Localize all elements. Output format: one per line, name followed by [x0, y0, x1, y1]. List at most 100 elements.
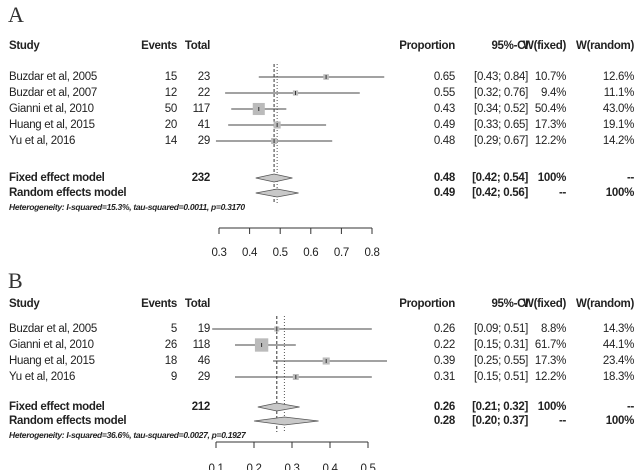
study-wrandom: 12.6%	[602, 71, 634, 83]
model-diamond	[255, 188, 299, 198]
model-diamond	[253, 416, 319, 426]
header-proportion: Proportion	[399, 298, 455, 310]
study-total: 118	[192, 339, 211, 351]
header-total: Total	[184, 40, 210, 52]
header-ci: 95%-CI	[491, 298, 528, 310]
study-total: 29	[197, 135, 211, 147]
study-proportion: 0.39	[433, 355, 455, 367]
study-wfixed: 12.2%	[534, 135, 566, 147]
study-ci: [0.32; 0.76]	[474, 87, 528, 99]
study-ci: [0.15; 0.31]	[474, 339, 528, 351]
study-events: 5	[170, 323, 177, 335]
model-diamond	[255, 173, 293, 183]
model-ci: [0.42; 0.54]	[472, 172, 528, 184]
study-proportion: 0.55	[433, 87, 455, 99]
model-label: Random effects model	[9, 187, 127, 199]
header-ci: 95%-CI	[491, 40, 528, 52]
model-wfixed: 100%	[537, 401, 567, 413]
study-total: 41	[197, 119, 211, 131]
x-tick-label: 0.6	[303, 247, 319, 259]
study-total: 22	[197, 87, 211, 99]
study-events: 26	[164, 339, 178, 351]
model-wrandom: 100%	[605, 187, 635, 199]
x-tick-label: 0.1	[208, 463, 224, 470]
model-wrandom: --	[626, 172, 634, 184]
study-name: Huang et al, 2015	[9, 355, 95, 367]
study-name: Buzdar et al, 2005	[9, 71, 97, 83]
model-diamond	[257, 402, 300, 412]
heterogeneity-note: Heterogeneity: I-squared=36.6%, tau-squa…	[9, 430, 246, 440]
study-wrandom: 18.3%	[602, 371, 634, 383]
header-total: Total	[184, 298, 210, 310]
heterogeneity-note: Heterogeneity: I-squared=15.3%, tau-squa…	[9, 202, 245, 212]
study-wrandom: 14.2%	[602, 135, 634, 147]
study-events: 14	[164, 135, 178, 147]
study-ci: [0.25; 0.55]	[474, 355, 528, 367]
study-proportion: 0.22	[433, 339, 455, 351]
study-proportion: 0.48	[433, 135, 455, 147]
study-name: Huang et al, 2015	[9, 119, 95, 131]
study-proportion: 0.65	[433, 71, 455, 83]
model-label: Fixed effect model	[9, 401, 105, 413]
study-events: 18	[164, 355, 178, 367]
study-name: Gianni et al, 2010	[9, 339, 94, 351]
x-tick-label: 0.8	[364, 247, 380, 259]
study-total: 29	[197, 371, 211, 383]
model-wfixed: 100%	[537, 172, 567, 184]
model-total: 232	[191, 172, 211, 184]
study-wfixed: 17.3%	[534, 355, 566, 367]
panel-label: B	[8, 268, 23, 293]
study-proportion: 0.31	[433, 371, 455, 383]
model-proportion: 0.26	[433, 401, 455, 413]
header-study: Study	[9, 298, 40, 310]
study-ci: [0.09; 0.51]	[474, 323, 528, 335]
header-study: Study	[9, 40, 40, 52]
study-wfixed: 61.7%	[534, 339, 566, 351]
study-proportion: 0.49	[433, 119, 455, 131]
study-wrandom: 14.3%	[602, 323, 634, 335]
model-ci: [0.20; 0.37]	[472, 415, 528, 427]
model-proportion: 0.48	[433, 172, 455, 184]
model-wfixed: --	[558, 187, 566, 199]
x-tick-label: 0.7	[333, 247, 349, 259]
study-total: 19	[197, 323, 211, 335]
x-tick-label: 0.4	[242, 247, 258, 259]
study-events: 9	[170, 371, 177, 383]
x-tick-label: 0.2	[246, 463, 262, 470]
study-wrandom: 43.0%	[602, 103, 634, 115]
study-name: Yu et al, 2016	[9, 371, 76, 383]
header-events: Events	[141, 298, 177, 310]
x-tick-label: 0.4	[322, 463, 338, 470]
study-proportion: 0.43	[433, 103, 455, 115]
study-proportion: 0.26	[433, 323, 455, 335]
study-name: Buzdar et al, 2007	[9, 87, 97, 99]
study-total: 117	[192, 103, 211, 115]
study-name: Gianni et al, 2010	[9, 103, 94, 115]
study-events: 50	[164, 103, 178, 115]
model-total: 212	[191, 401, 211, 413]
header-wfixed: W(fixed)	[523, 298, 566, 310]
panel-label: A	[8, 2, 24, 27]
study-name: Yu et al, 2016	[9, 135, 76, 147]
header-wrandom: W(random)	[576, 40, 634, 52]
study-events: 12	[164, 87, 178, 99]
model-label: Random effects model	[9, 415, 127, 427]
study-ci: [0.34; 0.52]	[474, 103, 528, 115]
model-wrandom: 100%	[605, 415, 635, 427]
model-proportion: 0.28	[433, 415, 455, 427]
study-ci: [0.29; 0.67]	[474, 135, 528, 147]
x-tick-label: 0.3	[211, 247, 227, 259]
model-wrandom: --	[626, 401, 634, 413]
header-wfixed: W(fixed)	[523, 40, 566, 52]
model-proportion: 0.49	[433, 187, 455, 199]
study-wfixed: 17.3%	[534, 119, 566, 131]
x-tick-label: 0.5	[272, 247, 288, 259]
study-wrandom: 23.4%	[602, 355, 634, 367]
study-wfixed: 9.4%	[540, 87, 566, 99]
study-wfixed: 50.4%	[534, 103, 566, 115]
model-label: Fixed effect model	[9, 172, 105, 184]
header-events: Events	[141, 40, 177, 52]
study-wrandom: 19.1%	[602, 119, 634, 131]
